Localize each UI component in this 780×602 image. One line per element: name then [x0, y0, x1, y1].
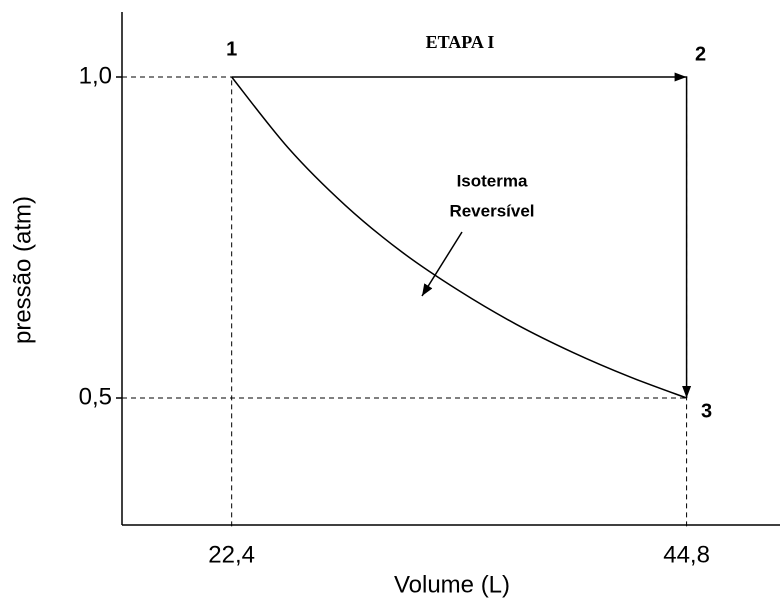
point-label: 1 [226, 38, 237, 60]
x-tick-label: 44,8 [663, 542, 710, 569]
y-tick-label: 1,0 [79, 62, 112, 89]
x-tick-label: 22,4 [208, 542, 255, 569]
y-axis-label: pressão (atm) [9, 196, 36, 344]
annotation: Reversível [449, 201, 534, 220]
annotation-arrow [421, 231, 463, 297]
point-label: 2 [695, 43, 706, 65]
arrowhead [682, 386, 692, 398]
point-label: 3 [701, 400, 712, 422]
arrowhead [674, 72, 687, 82]
annotation: Isoterma [457, 171, 528, 190]
x-axis-label: Volume (L) [394, 571, 510, 598]
isotherm-curve [231, 76, 687, 399]
y-tick-label: 0,5 [79, 383, 112, 410]
chart-title: ETAPA I [426, 32, 495, 52]
